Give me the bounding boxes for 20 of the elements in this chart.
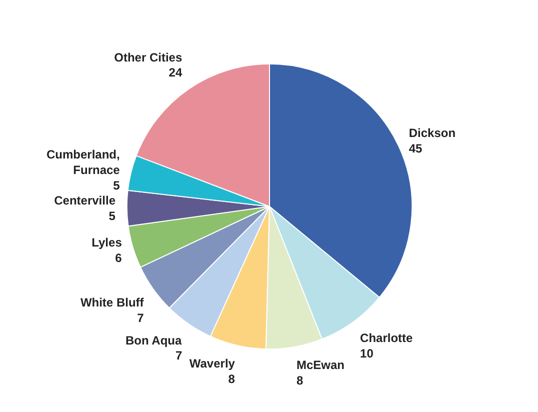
slice-label: Cumberland, Furnace bbox=[46, 148, 120, 178]
slice-label: Dickson bbox=[408, 126, 456, 140]
data-label: 5 bbox=[113, 178, 120, 192]
slice-label: Lyles bbox=[92, 236, 122, 250]
slice-label: Charlotte bbox=[360, 331, 414, 346]
data-label: 7 bbox=[175, 348, 182, 363]
data-label: 10 bbox=[360, 346, 374, 361]
data-label: 5 bbox=[108, 209, 116, 224]
slice-label: Centerville bbox=[54, 194, 116, 208]
slice-label: Waverly bbox=[189, 356, 236, 371]
data-label: 7 bbox=[137, 310, 144, 325]
slice-label: Other Cities bbox=[114, 50, 182, 64]
data-label: 6 bbox=[115, 251, 122, 266]
data-label: 8 bbox=[228, 372, 236, 386]
slice-label: Bon Aqua bbox=[125, 333, 182, 348]
slice-label: White Bluff bbox=[80, 295, 145, 310]
slice-label: McEwan bbox=[296, 358, 344, 372]
data-label: 24 bbox=[168, 66, 182, 80]
data-label: 45 bbox=[408, 142, 423, 156]
data-label: 8 bbox=[296, 374, 304, 388]
